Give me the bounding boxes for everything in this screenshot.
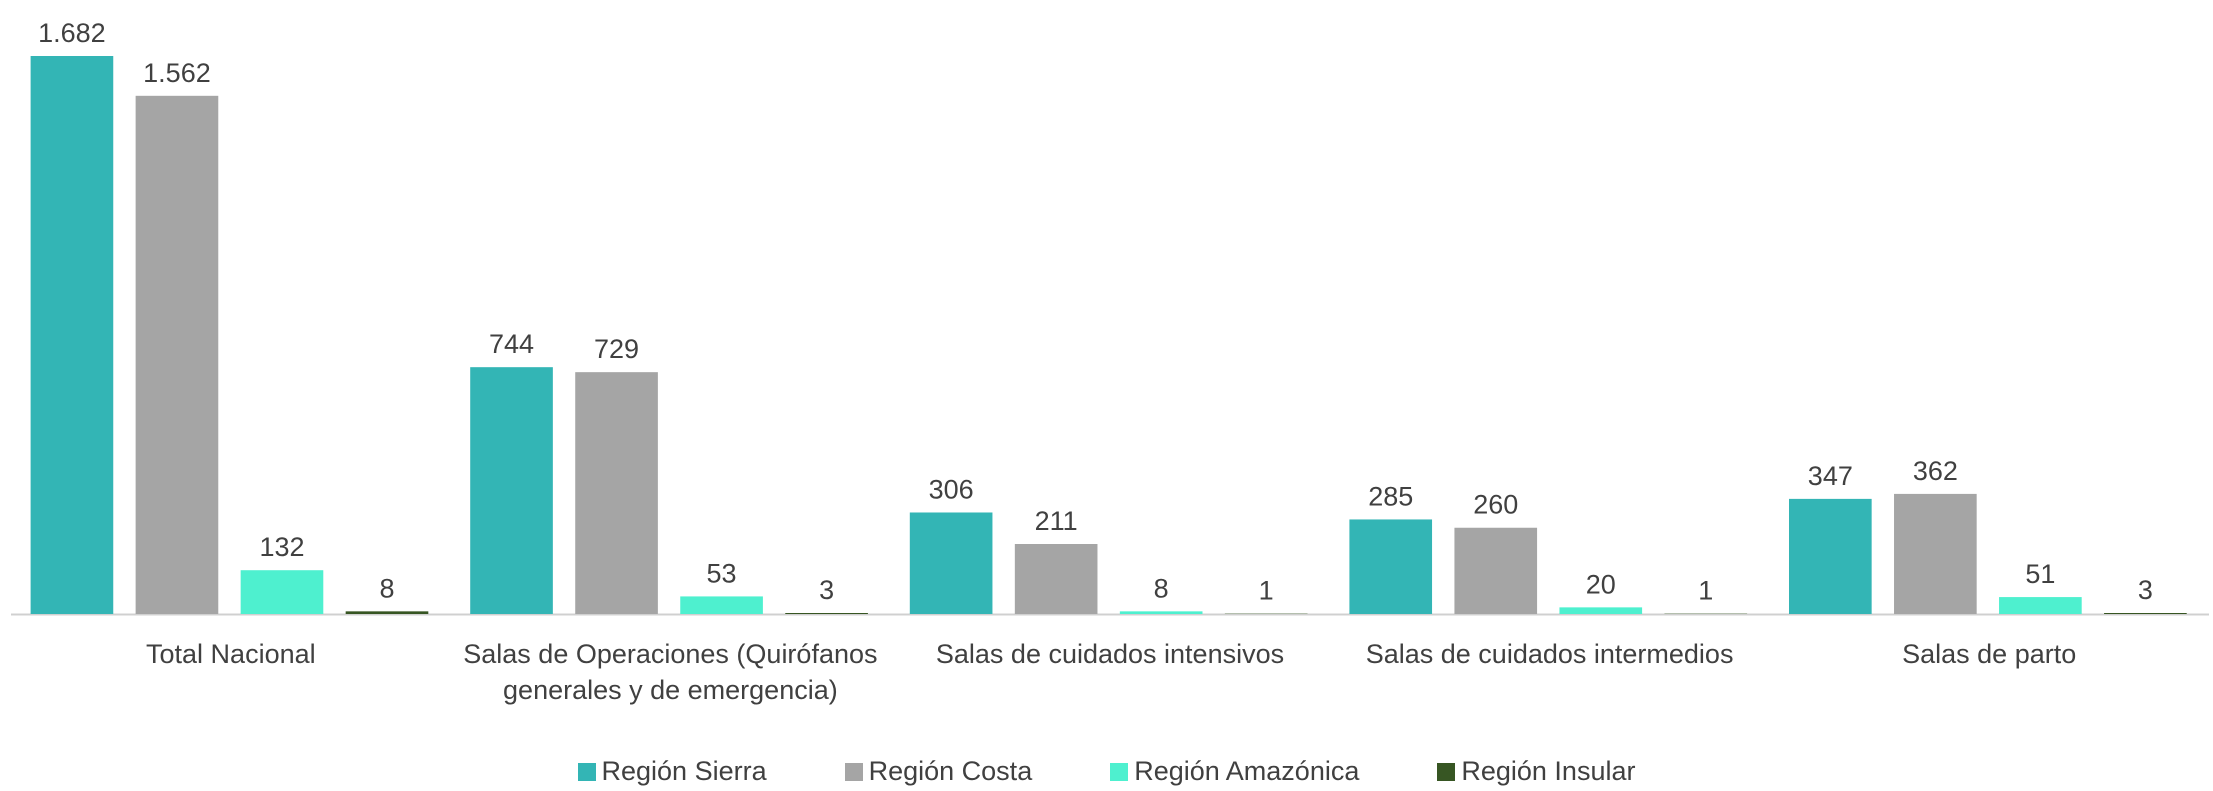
data-label: 53 [707, 558, 737, 588]
data-label: 132 [259, 532, 304, 562]
bar [1894, 493, 1977, 614]
data-label: 347 [1808, 461, 1853, 491]
bar [575, 372, 658, 614]
x-tick-label: Salas de Operaciones (Quirófanos general… [463, 639, 878, 706]
legend-swatch [1110, 762, 1129, 781]
bar [1119, 611, 1203, 614]
bar [2104, 613, 2187, 614]
data-label: 3 [2138, 575, 2153, 605]
data-label: 8 [379, 573, 394, 603]
bar [1349, 519, 1433, 614]
legend-swatch [1437, 762, 1456, 781]
data-label: 744 [489, 329, 534, 359]
bar [1454, 527, 1538, 614]
legend-label: Región Sierra [601, 756, 767, 786]
bar [1559, 607, 1643, 614]
data-label: 3 [819, 575, 834, 605]
legend-swatch [577, 762, 596, 781]
data-label: 1.562 [143, 58, 211, 88]
legend-item: Región Costa [844, 756, 1033, 787]
data-label: 260 [1473, 490, 1518, 520]
bar [680, 596, 763, 614]
bar [1014, 544, 1098, 614]
bar [345, 611, 429, 614]
bar [909, 512, 993, 614]
data-label: 362 [1913, 456, 1958, 486]
legend-item: Región Amazónica [1110, 756, 1359, 787]
legend-swatch [844, 762, 863, 781]
bar [135, 95, 219, 614]
bar [470, 367, 553, 614]
data-label: 1 [1259, 576, 1274, 606]
x-tick-label: Salas de cuidados intensivos [935, 639, 1285, 669]
data-label: 285 [1368, 481, 1413, 511]
data-label: 1.682 [38, 18, 106, 48]
legend-item: Región Insular [1437, 756, 1635, 787]
data-label: 729 [594, 334, 639, 364]
legend-item: Región Sierra [577, 756, 767, 787]
data-label: 51 [2025, 559, 2055, 589]
bar [1789, 498, 1872, 614]
data-label: 306 [929, 474, 974, 504]
data-label: 1 [1698, 576, 1713, 606]
bar [785, 613, 868, 614]
x-tick-label: Salas de parto [1902, 639, 2077, 669]
x-tick-label: Total Nacional [146, 639, 316, 669]
legend: Región Sierra Región Costa Región Amazónic… [0, 756, 2213, 787]
legend-label: Región Insular [1461, 756, 1636, 786]
legend-label: Región Amazónica [1134, 756, 1360, 786]
bar [1999, 597, 2082, 614]
data-label: 211 [1035, 506, 1078, 536]
bar [30, 56, 114, 614]
data-label: 8 [1154, 573, 1169, 603]
legend-label: Región Costa [868, 756, 1033, 786]
data-label: 20 [1586, 569, 1616, 599]
x-tick-label: Salas de cuidados intermedios [1365, 639, 1734, 669]
bar [240, 570, 324, 614]
